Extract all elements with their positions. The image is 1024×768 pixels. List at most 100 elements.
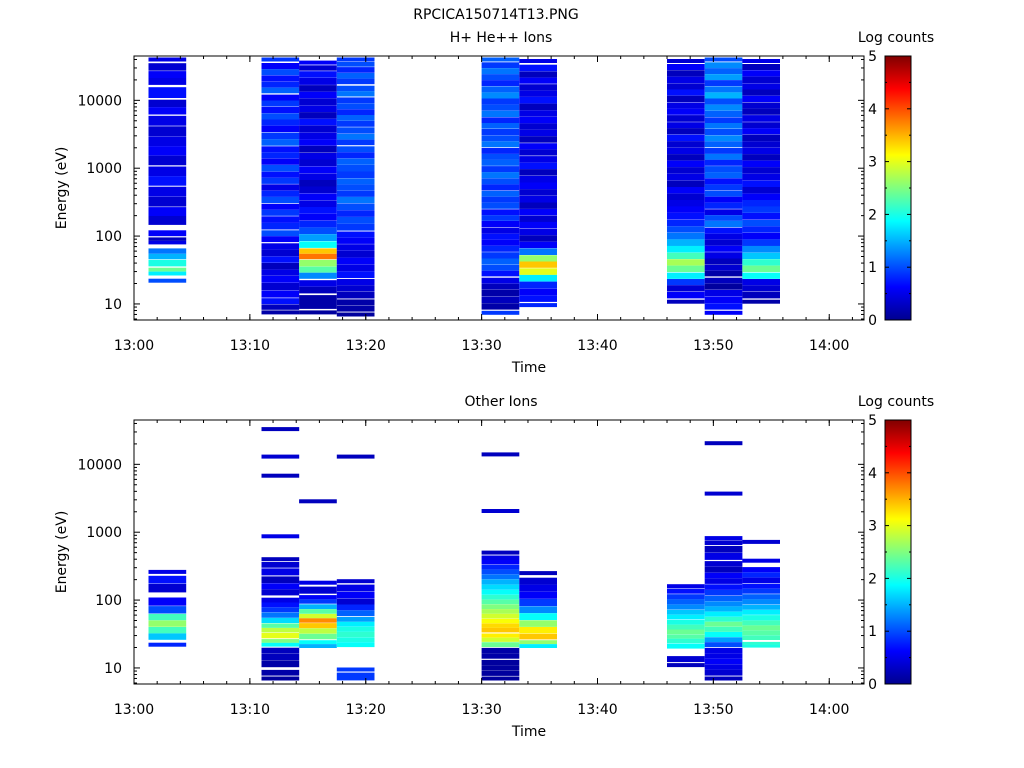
spectrum-bin: [704, 239, 743, 246]
spectrum-bin: [261, 146, 300, 153]
spectrum-bin: [261, 310, 300, 315]
spectrum-bin: [299, 153, 337, 160]
spectrum-bin: [481, 265, 520, 271]
spectrum-bin: [519, 189, 557, 196]
spectrum-bin: [519, 71, 557, 78]
spectrum-bin: [261, 81, 300, 88]
spectrum-column: [667, 584, 705, 668]
spectrum-bin: [704, 578, 743, 584]
spectrum-bin: [742, 115, 780, 122]
spectrum-bin: [481, 57, 520, 62]
spectrum-bin: [481, 623, 520, 628]
spectrum-bin: [481, 62, 520, 68]
spectrum-bin: [481, 633, 520, 638]
spectrum-bin: [667, 588, 705, 594]
spectrum-bin: [519, 59, 557, 63]
spectrum-bin: [336, 291, 375, 299]
spectrum-bin: [261, 230, 300, 237]
spectrum-bin: [148, 267, 187, 272]
spectrum-bin: [704, 536, 743, 541]
spectrum-bin: [481, 178, 520, 185]
spectrum-bin: [336, 146, 375, 153]
colorbar-tick-label: 5: [868, 413, 877, 429]
colorbar-label: Log counts: [858, 30, 934, 46]
spectrum-bin: [667, 614, 705, 620]
spectrum-bin: [704, 270, 743, 277]
x-tick-label: 13:40: [577, 338, 617, 354]
spectrum-bin: [299, 310, 337, 315]
spectrum-bin: [742, 252, 780, 260]
spectrum-bin: [336, 637, 375, 643]
spectrum-bin: [742, 108, 780, 115]
spectrum-bin: [148, 155, 187, 166]
spectrum-bin: [704, 561, 743, 567]
spectrum-bin: [667, 95, 705, 102]
spectrum-bin: [742, 160, 780, 168]
spectrum-bin: [481, 153, 520, 160]
spectrum-bin: [704, 491, 743, 496]
y-tick-label: 1000: [86, 161, 122, 177]
spectrum-bin: [261, 125, 300, 132]
spectrum-bin: [519, 255, 557, 262]
spectrum-bin: [742, 134, 780, 141]
spectrum-bin: [742, 583, 780, 589]
spectrum-bin: [261, 256, 300, 263]
spectrum-bin: [481, 172, 520, 179]
spectrum-bin: [742, 299, 780, 304]
spectrum-bin: [481, 129, 520, 136]
spectrum-bin: [481, 452, 520, 457]
spectrum-bin: [667, 200, 705, 207]
spectrum-bin: [336, 237, 375, 244]
spectrum-bin: [261, 298, 300, 305]
spectrum-bin: [261, 676, 300, 681]
spectrum-bin: [742, 285, 780, 292]
x-tick-label: 13:10: [230, 702, 270, 718]
spectrum-bin: [742, 588, 780, 594]
spectrum-bin: [704, 86, 743, 93]
spectrum-bin: [336, 127, 375, 134]
spectrum-bin: [336, 598, 375, 605]
spectrum-bin: [481, 196, 520, 203]
spectrum-bin: [742, 599, 780, 605]
spectrum-bin: [336, 171, 375, 179]
spectrum-bin: [742, 83, 780, 90]
spectrum-bin: [704, 601, 743, 607]
spectrum-bin: [519, 64, 557, 72]
spectrum-bin: [481, 289, 520, 297]
spectrum-bin: [704, 653, 743, 659]
spectrum-bin: [299, 145, 337, 153]
spectrum-bin: [299, 213, 337, 221]
spectrum-bin: [704, 209, 743, 216]
spectrum-bin: [261, 216, 300, 223]
colorbar: Log counts 0 1 2 3 4 5: [858, 394, 934, 693]
spectrum-bin: [481, 665, 520, 671]
spectrum-bin: [261, 669, 300, 676]
spectrum-bin: [742, 615, 780, 621]
y-tick-label: 1000: [86, 525, 122, 541]
spectrum-bin: [481, 676, 520, 681]
spectrum-bin: [336, 667, 375, 672]
spectrum-bin: [667, 59, 705, 63]
spectrum-bin: [704, 74, 743, 80]
spectrum-bin: [704, 245, 743, 252]
y-tick-label: 100: [95, 229, 122, 245]
spectrum-bin: [148, 248, 187, 254]
spectrum-bin: [261, 276, 300, 283]
spectrum-bin: [704, 642, 743, 648]
spectrum-bin: [704, 62, 743, 68]
spectrum-bin: [704, 184, 743, 191]
spectrum-bin: [519, 295, 557, 302]
spectrum-bin: [299, 98, 337, 106]
spectrum-bin: [299, 234, 337, 241]
spectrum-bin: [742, 604, 780, 610]
spectrum-bin: [336, 178, 375, 185]
spectrum-bin: [742, 95, 780, 102]
spectrum-bin: [667, 609, 705, 615]
spectrum-bin: [148, 606, 187, 614]
spectrum-bin: [742, 232, 780, 240]
spectrum-bin: [261, 106, 300, 114]
spectrum-bin: [299, 139, 337, 146]
spectrum-bin: [519, 241, 557, 249]
spectrum-bin: [704, 676, 743, 681]
x-tick-label: 13:30: [461, 702, 501, 718]
